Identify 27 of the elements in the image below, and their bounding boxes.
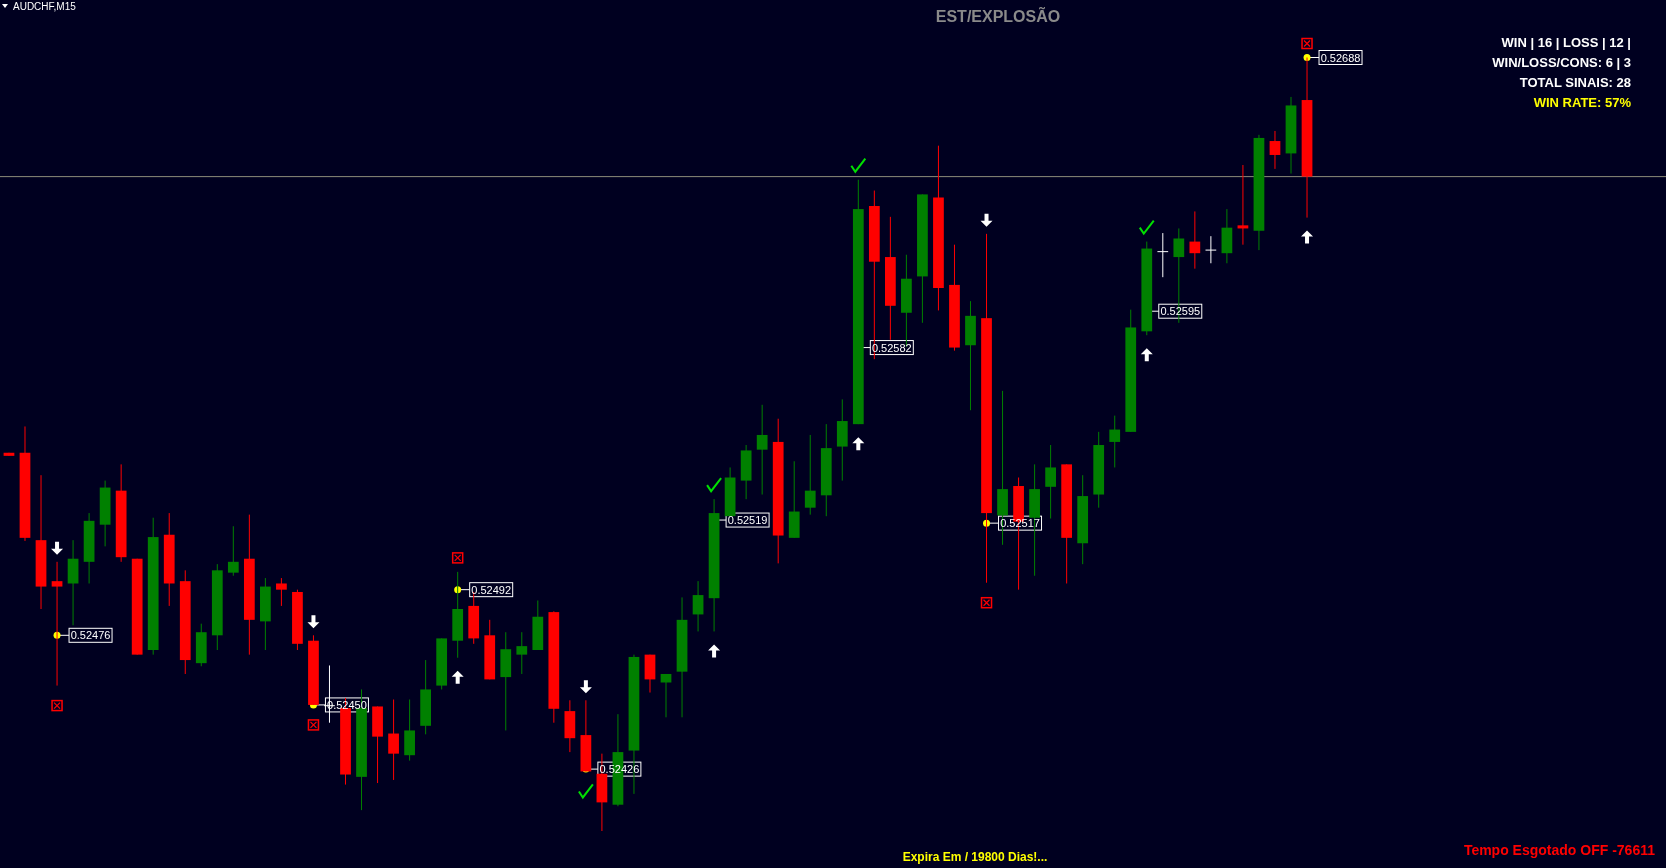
- candlestick: [804, 434, 816, 516]
- text: WIN RATE: 57%: [1533, 95, 1632, 110]
- text: WIN/LOSS/CONS: 6 | 3: [1492, 55, 1631, 70]
- candlestick: [1205, 235, 1217, 264]
- chart-subtitle: AUDCHF,M15: [13, 1, 77, 12]
- candlestick: [1045, 444, 1056, 520]
- annotation: 0.52519: [727, 514, 768, 527]
- text: Tempo Esgotado OFF -76611: [1463, 842, 1656, 858]
- candlestick: [1237, 164, 1249, 246]
- candlestick: [756, 404, 768, 496]
- annotation: 0.52476: [70, 629, 111, 642]
- annotation: 0.52492: [471, 583, 512, 596]
- candlestick: [1189, 210, 1201, 270]
- candlestick: [227, 525, 239, 577]
- candlestick: [1269, 130, 1281, 170]
- chart-title: EST/EXPLOSÃO: [935, 6, 1061, 25]
- candlestick: [1109, 415, 1121, 468]
- candlestick: [276, 577, 287, 607]
- candlestick: [516, 631, 528, 675]
- text: TOTAL SINAIS: 28: [1519, 75, 1631, 90]
- text: WIN | 16 | LOSS | 12 |: [1501, 35, 1631, 50]
- candlestick: [1156, 232, 1169, 278]
- annotation: 0.52595: [1160, 305, 1201, 318]
- text: Expira Em / 19800 Dias!...: [902, 850, 1048, 864]
- candlestick: [692, 580, 704, 632]
- text: 0.52688: [1320, 51, 1361, 64]
- candlestick: [388, 699, 399, 781]
